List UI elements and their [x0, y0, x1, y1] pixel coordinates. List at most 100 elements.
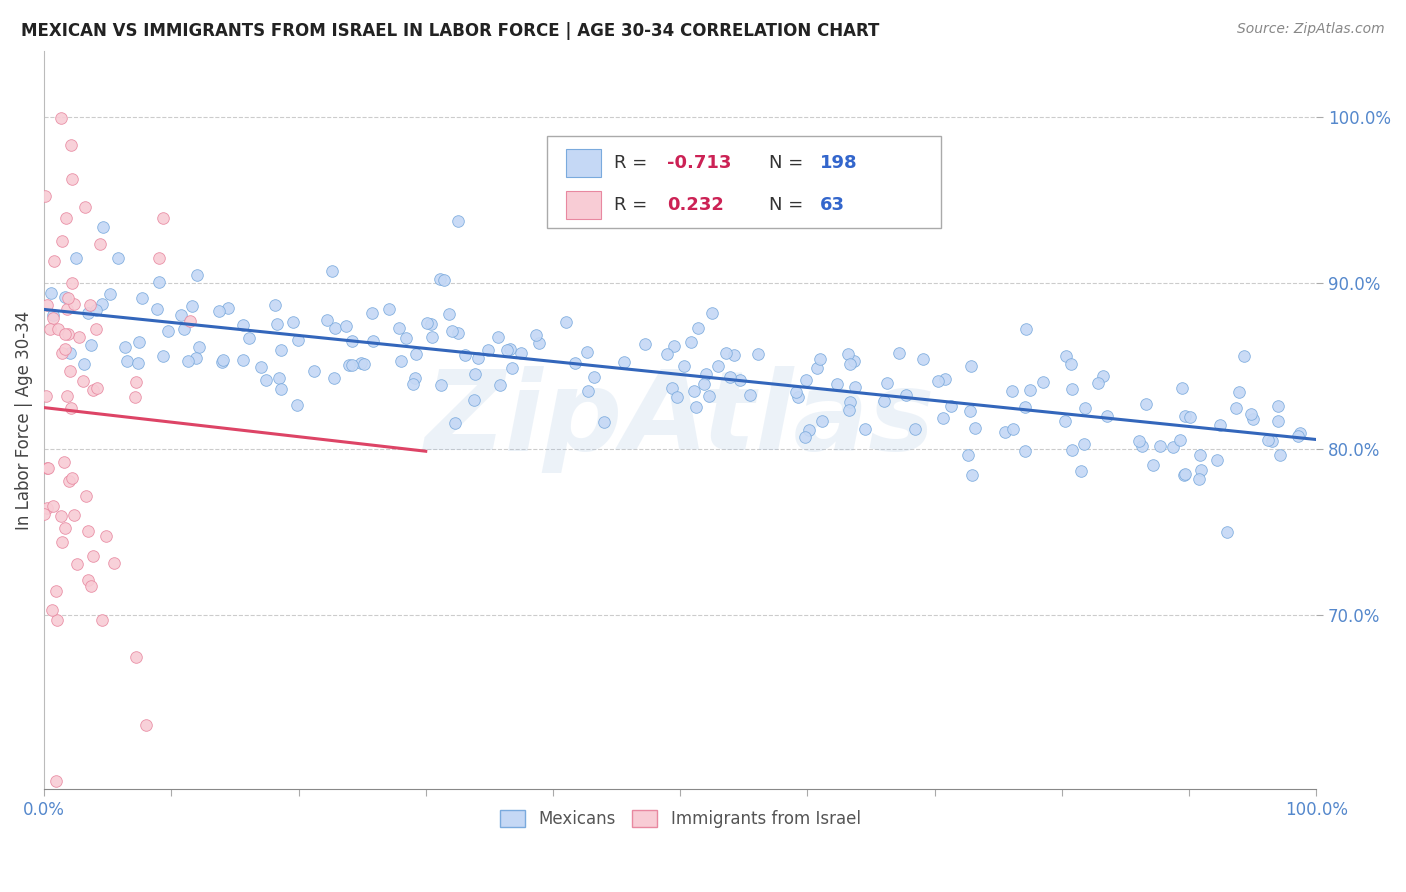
- Point: [361, 306, 384, 320]
- Point: [697, 389, 720, 403]
- Point: [211, 354, 233, 368]
- Point: [718, 369, 741, 384]
- Point: [838, 394, 860, 409]
- Point: [90, 613, 112, 627]
- Point: [714, 345, 737, 359]
- Point: [212, 353, 235, 368]
- Point: [404, 370, 426, 384]
- Point: [467, 351, 489, 365]
- Point: [527, 336, 550, 351]
- Point: [321, 263, 343, 277]
- Point: [56, 291, 79, 305]
- Point: [72, 375, 94, 389]
- Point: [59, 137, 82, 152]
- Point: [152, 211, 174, 225]
- Point: [1261, 434, 1284, 448]
- Point: [499, 342, 522, 356]
- Point: [1205, 453, 1227, 467]
- Legend: Mexicans, Immigrants from Israel: Mexicans, Immigrants from Israel: [492, 801, 869, 837]
- Point: [844, 380, 866, 394]
- Point: [60, 471, 83, 485]
- Point: [785, 385, 807, 400]
- Point: [103, 556, 125, 570]
- Point: [60, 172, 83, 186]
- Point: [1054, 350, 1077, 364]
- Point: [1142, 458, 1164, 472]
- Point: [48, 321, 70, 335]
- Point: [593, 415, 616, 429]
- Point: [232, 353, 254, 368]
- Point: [127, 356, 149, 370]
- Text: N =: N =: [769, 196, 810, 214]
- Point: [42, 308, 65, 322]
- Point: [693, 377, 716, 392]
- Point: [1001, 422, 1024, 436]
- Point: [285, 398, 308, 412]
- Point: [1187, 472, 1209, 486]
- Text: R =: R =: [614, 153, 652, 171]
- Point: [912, 352, 935, 367]
- Point: [1168, 433, 1191, 447]
- Point: [62, 508, 84, 522]
- Point: [454, 348, 477, 362]
- Point: [1288, 425, 1310, 440]
- Point: [613, 354, 636, 368]
- Point: [582, 370, 605, 384]
- Point: [1073, 437, 1095, 451]
- Point: [86, 381, 108, 395]
- Point: [1001, 384, 1024, 398]
- Point: [53, 520, 76, 534]
- Point: [363, 334, 385, 349]
- Point: [89, 237, 111, 252]
- Point: [391, 354, 413, 368]
- Point: [655, 347, 678, 361]
- Point: [135, 718, 157, 732]
- Point: [157, 324, 180, 338]
- Point: [1267, 414, 1289, 428]
- Point: [1015, 322, 1038, 336]
- Point: [837, 347, 859, 361]
- Point: [46, 613, 69, 627]
- Point: [1128, 434, 1150, 449]
- Point: [903, 421, 925, 435]
- Point: [433, 273, 456, 287]
- Point: [378, 302, 401, 317]
- Point: [287, 333, 309, 347]
- Point: [416, 316, 439, 330]
- Point: [315, 313, 337, 327]
- Point: [35, 500, 58, 515]
- Point: [42, 253, 65, 268]
- Point: [337, 358, 360, 372]
- Point: [91, 219, 114, 234]
- Point: [1087, 376, 1109, 391]
- Point: [59, 345, 82, 359]
- Point: [1189, 463, 1212, 477]
- Point: [1149, 439, 1171, 453]
- Point: [39, 285, 62, 300]
- Point: [51, 234, 73, 248]
- Point: [56, 389, 79, 403]
- Point: [463, 393, 485, 408]
- Point: [45, 773, 67, 788]
- Point: [188, 339, 211, 353]
- Point: [447, 214, 470, 228]
- Point: [1173, 467, 1195, 482]
- Point: [65, 251, 87, 265]
- Text: 0.232: 0.232: [668, 196, 724, 214]
- Point: [960, 468, 983, 483]
- Point: [107, 251, 129, 265]
- Point: [51, 535, 73, 549]
- Point: [53, 326, 76, 341]
- Point: [1267, 399, 1289, 413]
- Point: [80, 338, 103, 352]
- Point: [956, 448, 979, 462]
- Point: [76, 306, 98, 320]
- Point: [960, 359, 983, 374]
- Point: [98, 287, 121, 301]
- Point: [1270, 449, 1292, 463]
- Point: [672, 359, 695, 374]
- Point: [55, 211, 77, 226]
- Point: [405, 347, 427, 361]
- Point: [124, 390, 146, 404]
- Point: [51, 346, 73, 360]
